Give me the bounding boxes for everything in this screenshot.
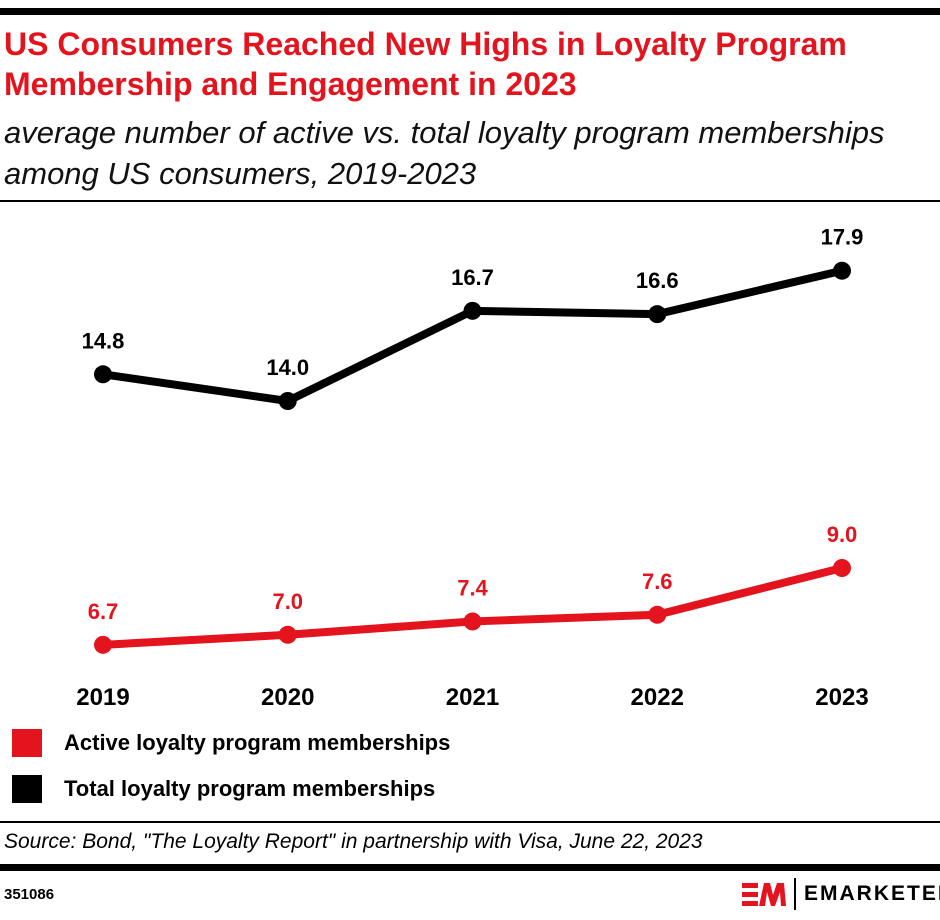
data-label: 7.0 <box>272 589 303 614</box>
x-tick-label: 2021 <box>446 684 499 711</box>
data-point <box>278 625 297 644</box>
data-point <box>463 612 482 631</box>
x-tick-label: 2023 <box>815 684 868 711</box>
legend-item-active: Active loyalty program memberships <box>12 729 450 757</box>
source-note: Source: Bond, "The Loyalty Report" in pa… <box>4 830 703 853</box>
bottom-bar <box>0 864 940 871</box>
chart-subtitle: average number of active vs. total loyal… <box>4 115 885 191</box>
data-label: 6.7 <box>88 599 119 624</box>
data-label: 17.9 <box>821 225 864 250</box>
data-label: 7.4 <box>457 575 488 600</box>
chart-id: 351086 <box>4 886 55 903</box>
x-tick-label: 2022 <box>631 684 684 711</box>
legend-swatch-total <box>12 775 42 803</box>
legend-label-active: Active loyalty program memberships <box>64 730 451 755</box>
data-label: 14.8 <box>82 328 125 353</box>
data-point <box>648 305 667 324</box>
legend-swatch-active <box>12 729 42 757</box>
data-label: 9.0 <box>827 522 858 547</box>
series-line-1 <box>102 266 843 405</box>
data-label: 16.6 <box>636 268 679 293</box>
data-point <box>278 392 297 410</box>
data-point <box>833 559 851 577</box>
data-point <box>94 365 112 384</box>
data-label: 7.6 <box>642 569 673 594</box>
x-tick-label: 2020 <box>261 684 314 711</box>
data-label: 16.7 <box>451 265 494 290</box>
divider <box>0 200 940 202</box>
data-point <box>648 605 667 624</box>
line-chart: 6.7 7.0 7.4 7.6 9.0 14.8 14.0 16.7 16.6 17.9 2019 2… <box>76 225 868 711</box>
data-point <box>833 261 851 280</box>
source-divider <box>0 821 940 823</box>
em-logo-icon <box>742 883 786 906</box>
data-label: 14.0 <box>266 355 309 380</box>
x-tick-label: 2019 <box>76 684 129 711</box>
chart-title: US Consumers Reached New Highs in Loyalt… <box>4 26 847 102</box>
brand-name: EMARKETER <box>804 882 940 905</box>
legend-item-total: Total loyalty program memberships <box>12 775 435 803</box>
legend-label-total: Total loyalty program memberships <box>64 776 436 801</box>
top-bar <box>0 8 940 15</box>
emarketer-logo: EMARKETER <box>742 878 940 910</box>
data-point <box>94 635 112 654</box>
data-point <box>463 301 482 320</box>
logo-divider <box>794 878 796 910</box>
